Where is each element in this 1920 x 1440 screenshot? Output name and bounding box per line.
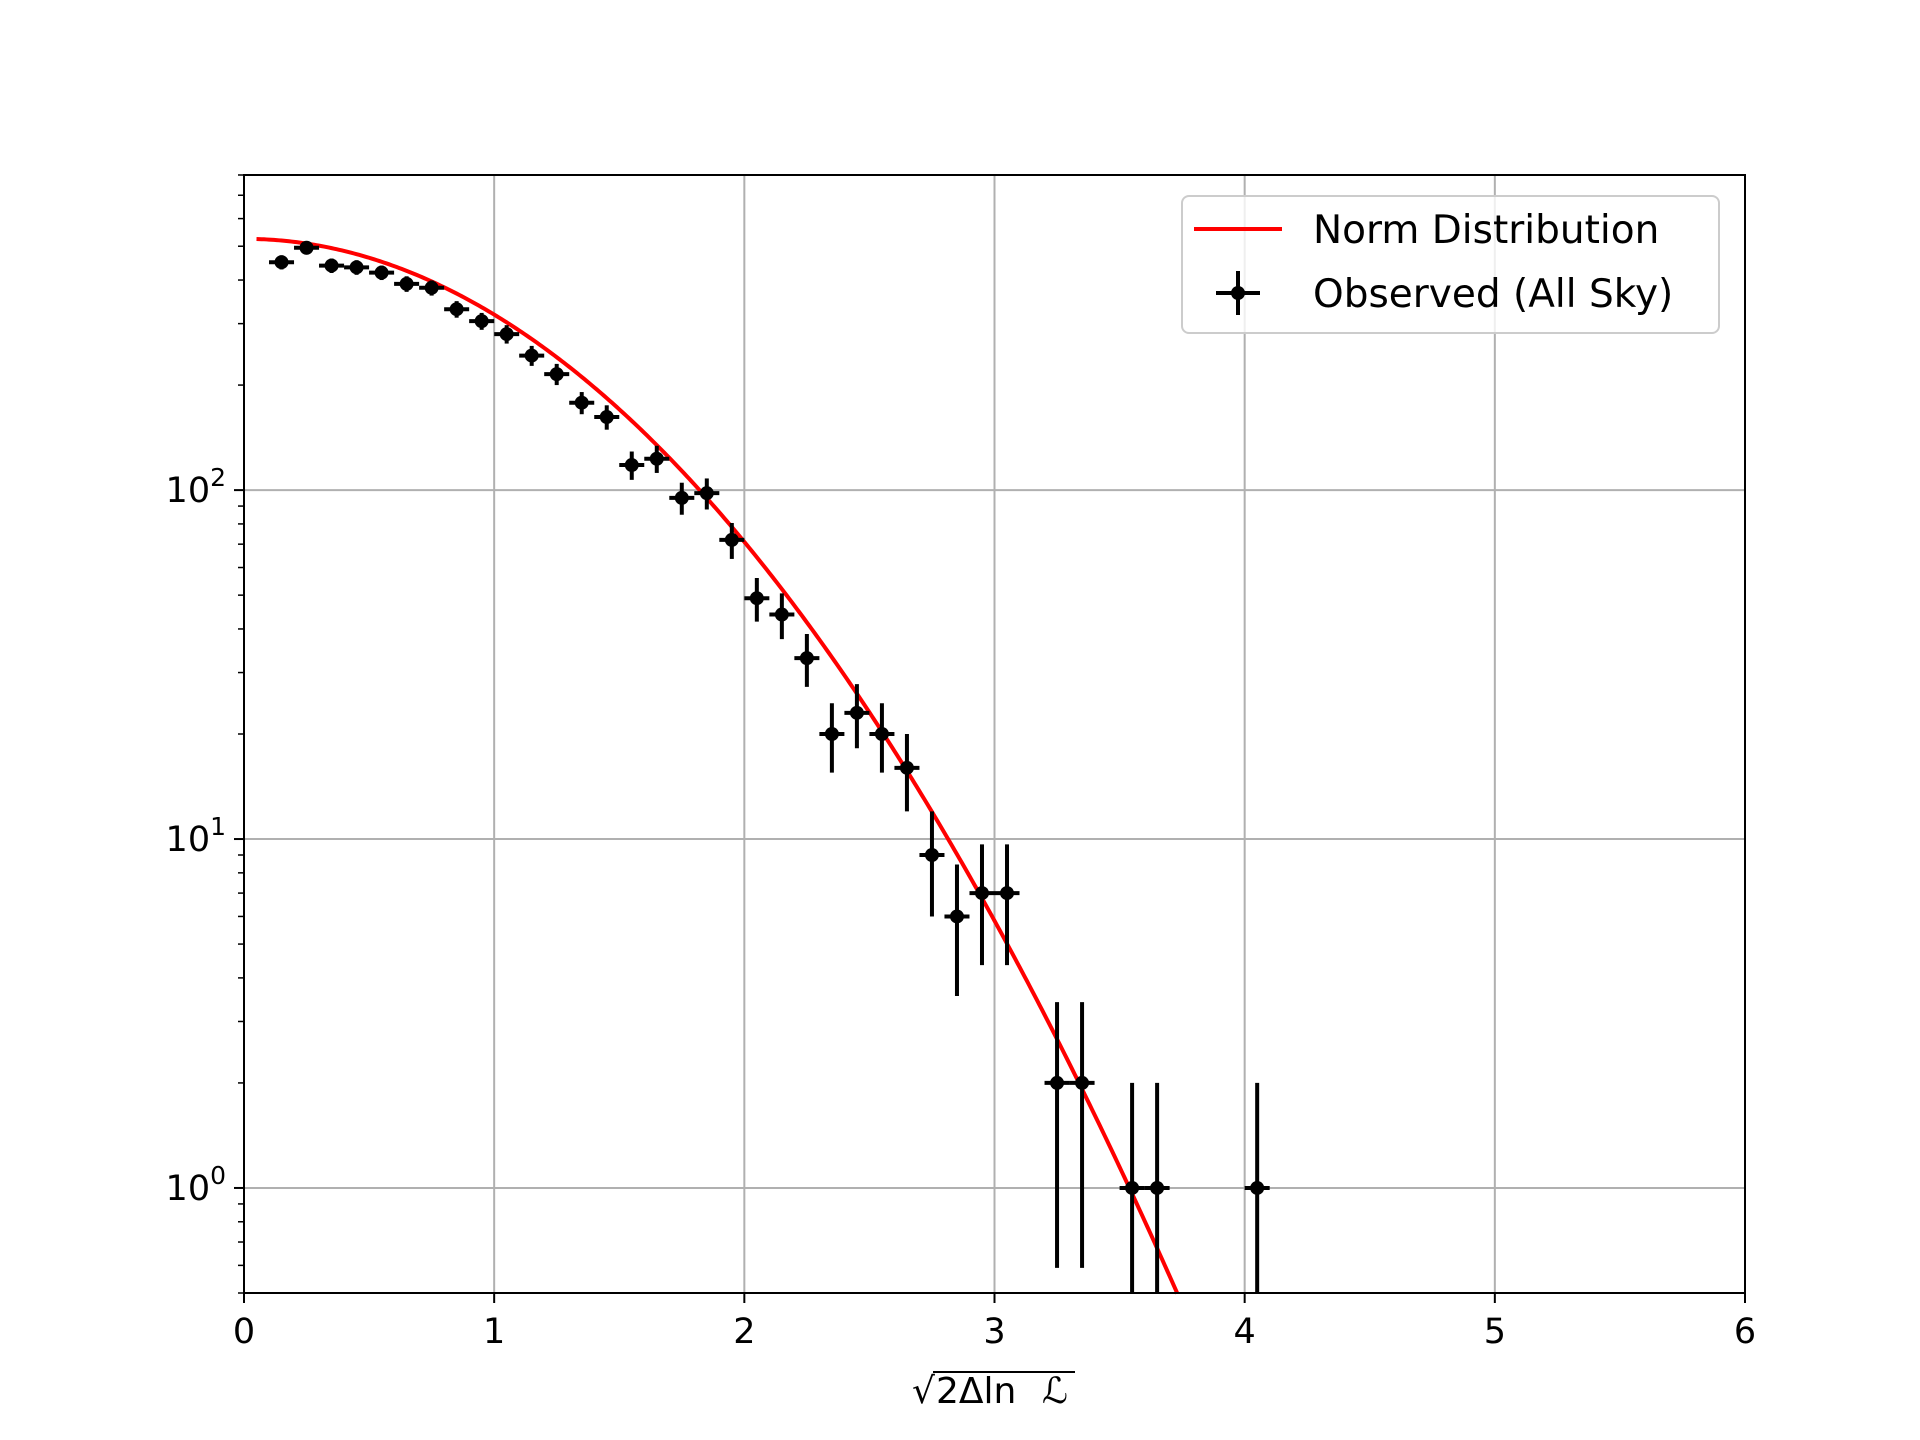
data-point (424, 280, 439, 295)
x-axis-label-script: ℒ (1042, 1371, 1068, 1412)
axes-frame (243, 174, 1746, 1294)
data-point (824, 727, 839, 741)
data-point (1000, 886, 1015, 901)
data-point (874, 727, 889, 741)
data-point (524, 348, 539, 363)
x-tick-label: 1 (483, 1312, 505, 1352)
data-point (1050, 1075, 1065, 1090)
x-tick-label: 6 (1734, 1312, 1756, 1352)
data-point (324, 258, 339, 273)
data-point (749, 591, 764, 606)
y-tick-label: 100 (166, 1161, 226, 1209)
data-point (849, 705, 864, 720)
legend: Norm Distribution Observed (All Sky) (1181, 195, 1720, 334)
data-point (299, 240, 314, 255)
data-point (949, 909, 964, 924)
legend-box (1181, 195, 1720, 334)
norm-distribution-series (256, 237, 1179, 1295)
data-point (674, 490, 689, 505)
x-tick-label: 3 (983, 1312, 1005, 1352)
data-point (924, 848, 939, 863)
data-point (1250, 1180, 1265, 1195)
y-tick-labels: 100 101 102 (166, 463, 226, 1209)
data-point (649, 451, 664, 466)
observed-series (269, 240, 1270, 1293)
legend-label-norm-distribution: Norm Distribution (1313, 208, 1659, 253)
data-point (899, 760, 914, 775)
x-tick-label: 2 (733, 1312, 755, 1352)
y-tick-label: 102 (166, 463, 226, 511)
x-axis-label-radical: √ (912, 1371, 935, 1412)
x-axis-label-body: 2Δln (936, 1371, 1016, 1412)
data-point (499, 327, 514, 342)
y-tick-label: 101 (166, 812, 226, 860)
legend-label-observed: Observed (All Sky) (1313, 272, 1673, 317)
data-point (1075, 1075, 1090, 1090)
data-point (449, 302, 464, 317)
data-point (699, 486, 714, 501)
data-point (974, 886, 989, 901)
legend-marker-swatch (1231, 286, 1245, 300)
data-point (599, 410, 614, 425)
data-point (724, 532, 739, 547)
x-tick-label: 5 (1484, 1312, 1506, 1352)
data-point (374, 265, 389, 280)
data-point (399, 276, 414, 291)
data-point (1125, 1180, 1140, 1195)
data-point (574, 395, 589, 410)
data-point (349, 260, 364, 275)
norm-distribution-line (256, 237, 1179, 1295)
data-point (474, 314, 489, 329)
x-axis-label: √ 2Δln ℒ (912, 1371, 1075, 1412)
data-point (774, 607, 789, 622)
data-point (1150, 1180, 1165, 1195)
major-ticks (234, 489, 1746, 1303)
data-point (624, 458, 639, 473)
x-tick-label: 0 (233, 1312, 255, 1352)
data-point (549, 367, 564, 382)
data-point (799, 651, 814, 666)
x-tick-labels: 0 1 2 3 4 5 6 (233, 1312, 1756, 1352)
data-point (274, 255, 289, 270)
x-tick-label: 4 (1234, 1312, 1256, 1352)
